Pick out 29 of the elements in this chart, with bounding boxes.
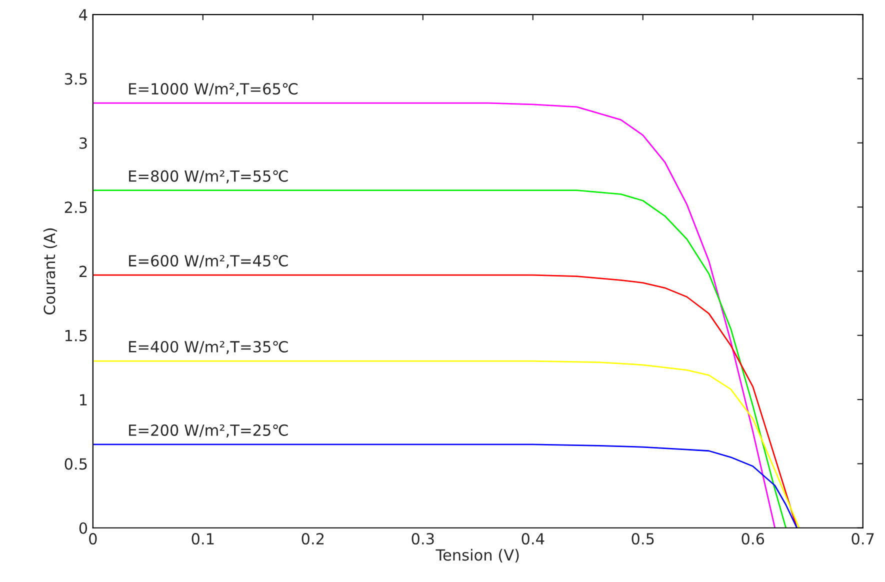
line-series bbox=[92, 190, 787, 528]
x-tick-label: 0.3 bbox=[412, 533, 434, 545]
y-tick-label: 2 bbox=[79, 266, 87, 278]
line-series bbox=[92, 102, 776, 528]
x-tick-label: 0.6 bbox=[742, 533, 764, 545]
y-tick-label: 1 bbox=[80, 394, 87, 406]
y-axis-title: Courant (A) bbox=[43, 228, 58, 314]
series-label: E=600 W/m²,T=45℃ bbox=[129, 254, 288, 268]
x-tick-label: 0.2 bbox=[302, 533, 324, 545]
y-tick-label: 3 bbox=[80, 137, 87, 149]
y-tick-label: 0 bbox=[79, 522, 88, 534]
series-label: E=800 W/m²,T=55℃ bbox=[129, 170, 288, 184]
y-tick-label: 3.5 bbox=[64, 73, 87, 85]
x-tick-label: 0.7 bbox=[852, 533, 874, 545]
x-axis-title: Tension (V) bbox=[436, 548, 519, 563]
y-tick-label: 4 bbox=[79, 9, 88, 20]
y-tick-label: 0.5 bbox=[64, 458, 87, 470]
series-label: E=200 W/m²,T=25℃ bbox=[129, 424, 288, 438]
y-tick-label: 1.5 bbox=[65, 330, 87, 342]
series-label: E=1000 W/m²,T=65℃ bbox=[129, 83, 298, 96]
series-label: E=400 W/m²,T=35℃ bbox=[129, 340, 288, 354]
x-tick-label: 0.5 bbox=[632, 533, 654, 545]
x-tick-label: 0 bbox=[89, 533, 97, 545]
line-series bbox=[92, 360, 800, 528]
x-tick-label: 0.1 bbox=[192, 533, 214, 545]
y-tick-label: 2.5 bbox=[64, 202, 87, 214]
line-series bbox=[92, 274, 798, 528]
x-tick-label: 0.4 bbox=[522, 533, 544, 545]
line-series bbox=[92, 444, 798, 528]
